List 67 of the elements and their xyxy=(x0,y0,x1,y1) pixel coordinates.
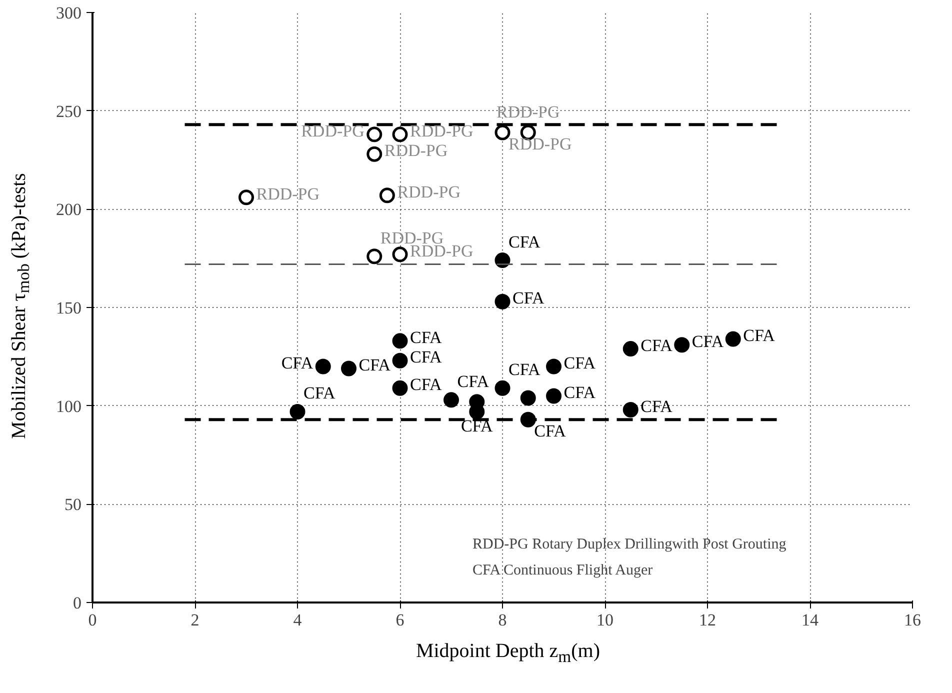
x-tick-label: 6 xyxy=(396,610,404,630)
point xyxy=(674,337,690,353)
data-label: CFA xyxy=(304,384,336,403)
point xyxy=(366,146,382,162)
point xyxy=(494,294,510,310)
x-tick-label: 4 xyxy=(293,610,302,630)
x-tick-label: 0 xyxy=(88,610,97,630)
point xyxy=(392,380,408,396)
data-label: RDD-PG xyxy=(256,184,320,204)
y-tick-label: 50 xyxy=(64,495,82,514)
data-label: CFA xyxy=(692,332,724,351)
data-label: RDD-PG xyxy=(496,102,560,122)
point xyxy=(392,352,408,368)
x-tick-label: 2 xyxy=(190,610,200,630)
data-label: CFA xyxy=(508,232,542,252)
data-label: CFA xyxy=(457,372,490,391)
point xyxy=(366,126,382,142)
point xyxy=(622,341,638,357)
point xyxy=(494,380,510,396)
data-label: CFA xyxy=(743,326,776,345)
data-label: CFA xyxy=(534,422,567,441)
point xyxy=(494,124,510,140)
data-label: CFA xyxy=(512,288,546,308)
x-tick-label: 12 xyxy=(699,610,716,630)
point xyxy=(392,333,408,349)
annotation: CFA Continuous Flight Auger xyxy=(472,562,653,578)
data-label: RDD-PG xyxy=(301,121,364,140)
data-label: RDD-PG xyxy=(508,134,572,154)
data-label: CFA xyxy=(410,348,443,367)
x-tick-label: 8 xyxy=(498,610,507,630)
x-axis-title: Midpoint Depth z$_{m}$(m) xyxy=(414,639,602,668)
point xyxy=(546,358,562,374)
point xyxy=(238,190,254,206)
point xyxy=(392,126,408,142)
data-label: CFA xyxy=(410,375,443,394)
point xyxy=(366,248,382,264)
data-label: CFA xyxy=(640,396,674,416)
data-label: CFA xyxy=(564,383,596,402)
y-tick-label: 200 xyxy=(56,200,82,220)
data-label: CFA xyxy=(640,336,674,355)
point xyxy=(379,188,395,204)
y-tick-label: 150 xyxy=(56,298,82,318)
point xyxy=(392,246,408,262)
data-label: CFA xyxy=(281,354,314,372)
point xyxy=(546,388,562,404)
y-tick-label: 100 xyxy=(56,396,82,416)
x-tick-label: 10 xyxy=(596,610,614,630)
data-label: CFA xyxy=(508,360,542,380)
annotation: RDD-PG Rotary Duplex Drillingwith Post Grouting xyxy=(472,536,787,552)
point xyxy=(341,360,356,376)
x-tick-label: 16 xyxy=(904,610,921,630)
point xyxy=(520,390,536,406)
data-label: RDD-PG xyxy=(384,141,448,160)
data-label: CFA xyxy=(358,355,392,374)
y-tick-label: 300 xyxy=(56,4,82,22)
point xyxy=(315,358,331,374)
point xyxy=(290,404,306,420)
x-tick-label: 14 xyxy=(802,610,819,630)
y-tick-label: 0 xyxy=(73,594,82,612)
y-tick-label: 250 xyxy=(56,102,82,121)
point xyxy=(725,331,741,347)
data-label: CFA xyxy=(564,354,596,372)
point xyxy=(622,402,638,418)
point xyxy=(444,392,459,408)
data-label: RDD-PG xyxy=(410,121,474,140)
data-label: CFA xyxy=(410,328,443,347)
data-label: RDD-PG xyxy=(397,182,460,202)
